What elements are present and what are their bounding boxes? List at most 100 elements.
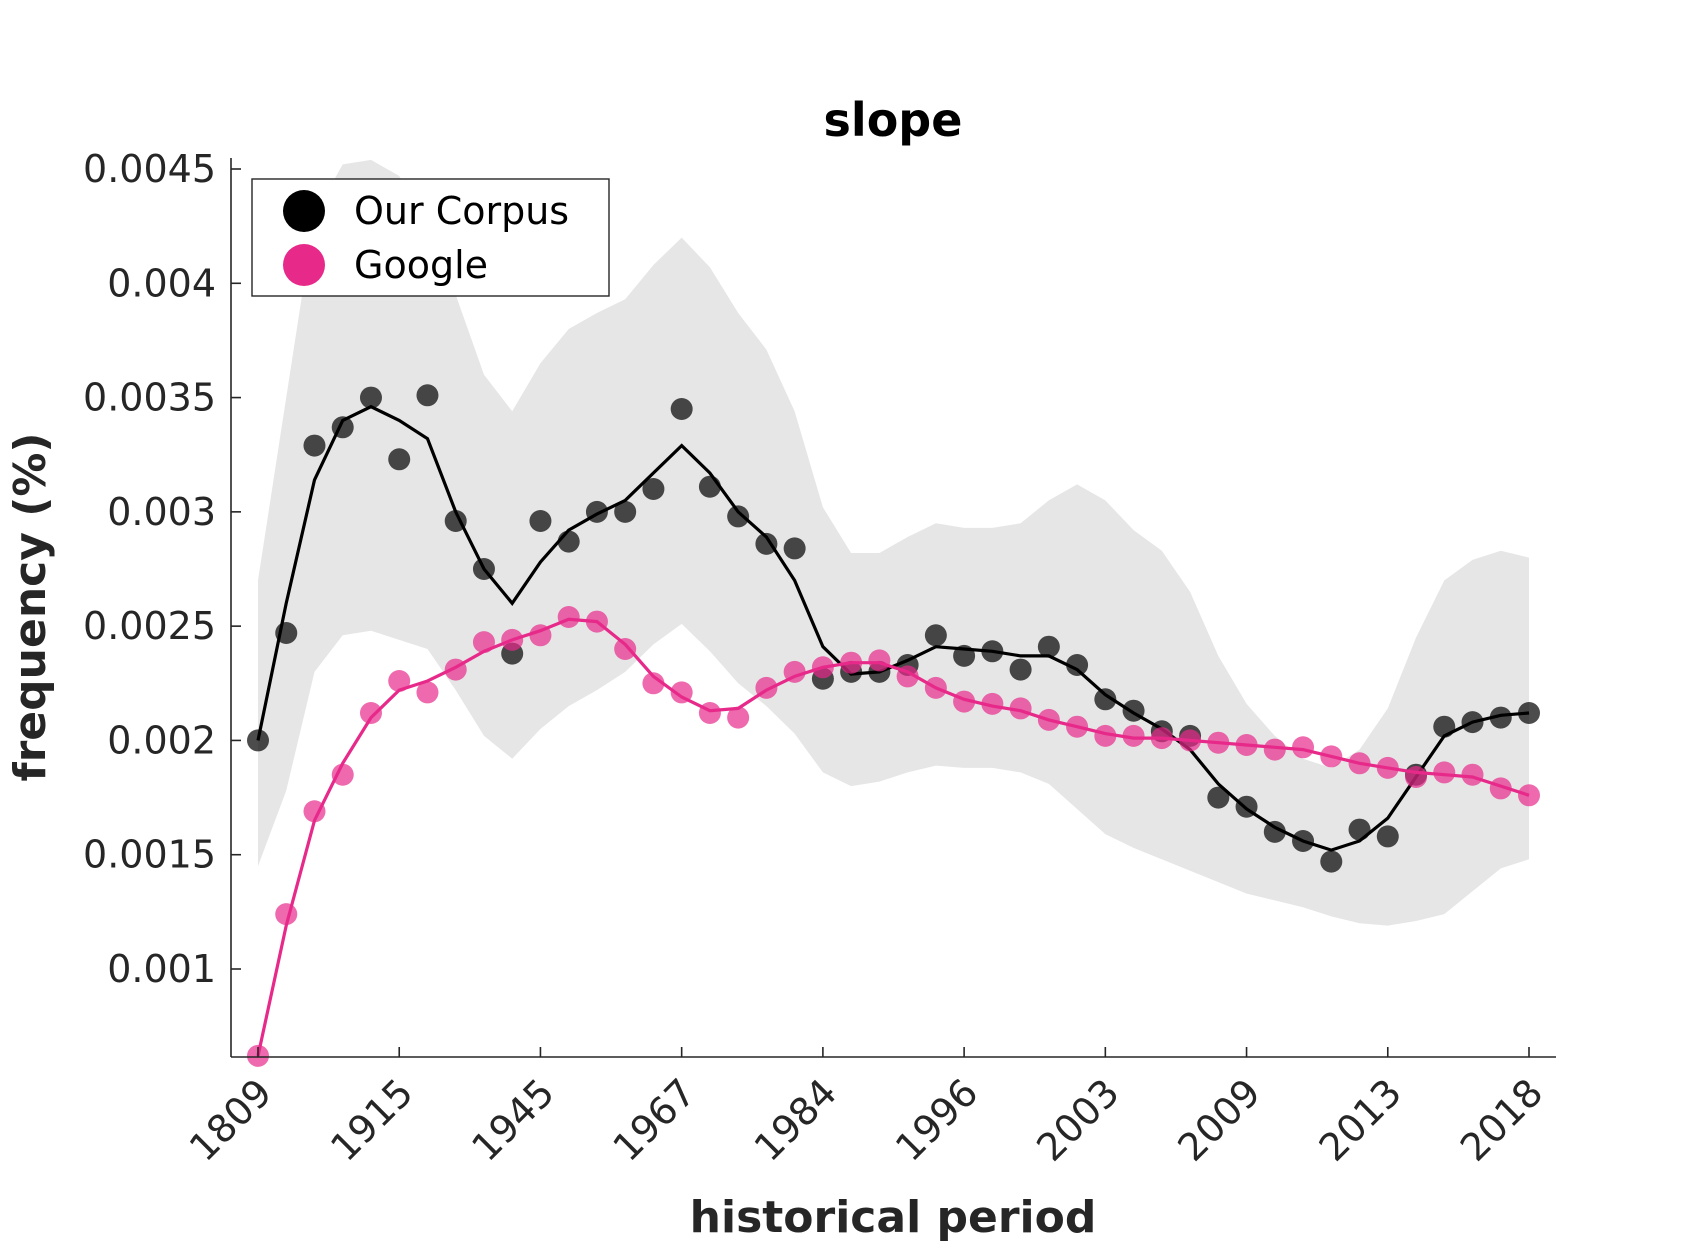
google-point xyxy=(1376,756,1399,779)
google-point xyxy=(1207,731,1230,754)
our-corpus-point xyxy=(670,398,693,420)
google-point xyxy=(840,651,863,674)
our-corpus-point xyxy=(614,500,637,523)
our-corpus-point xyxy=(557,530,580,553)
google-point xyxy=(1037,708,1060,731)
google-point xyxy=(1292,736,1315,759)
our-corpus-point xyxy=(1066,654,1089,676)
google-point xyxy=(416,681,439,704)
our-corpus-point xyxy=(472,558,495,580)
google-points xyxy=(247,606,1540,1067)
google-point xyxy=(1122,724,1145,747)
y-axis-label: frequency (%) xyxy=(5,432,56,781)
our-corpus-point xyxy=(953,644,976,667)
y-tick-label: 0.003 xyxy=(107,490,216,534)
our-corpus-point xyxy=(1320,850,1343,873)
google-point xyxy=(1263,738,1286,761)
google-point xyxy=(557,606,580,628)
our-corpus-point xyxy=(981,640,1004,663)
y-tick-label: 0.0015 xyxy=(83,833,216,877)
google-point xyxy=(642,672,665,695)
google-point xyxy=(1179,729,1202,752)
our-corpus-point xyxy=(727,505,750,528)
our-corpus-point xyxy=(585,500,608,523)
y-tick-label: 0.004 xyxy=(107,261,216,305)
y-tick-label: 0.0045 xyxy=(83,147,216,191)
our-corpus-point xyxy=(783,537,806,560)
our-corpus-point xyxy=(416,384,439,407)
google-trend-line xyxy=(256,617,1530,1057)
google-point xyxy=(331,763,354,786)
plot-area xyxy=(247,159,1540,1067)
legend: Our Corpus Google xyxy=(251,178,610,297)
our-corpus-point xyxy=(1461,711,1484,734)
y-tick-label: 0.001 xyxy=(107,947,216,991)
google-point xyxy=(1405,766,1428,788)
y-tick-label: 0.002 xyxy=(107,718,216,762)
our-corpus-point xyxy=(1376,825,1399,848)
google-point xyxy=(1094,724,1117,747)
our-corpus-point xyxy=(388,448,411,471)
google-point xyxy=(1461,763,1484,786)
legend-marker-google xyxy=(283,244,325,286)
google-point xyxy=(981,692,1004,715)
google-point xyxy=(585,610,608,633)
google-point xyxy=(896,665,919,688)
google-point xyxy=(1518,784,1540,807)
our-corpus-point xyxy=(444,510,467,532)
legend-label-google: Google xyxy=(354,243,488,287)
our-corpus-point xyxy=(642,478,665,500)
confidence-band xyxy=(258,159,1529,926)
google-point xyxy=(953,690,976,713)
google-point xyxy=(924,676,947,699)
our-corpus-point xyxy=(1122,699,1145,722)
our-corpus-point xyxy=(529,510,552,532)
google-point xyxy=(783,660,806,683)
google-point xyxy=(529,624,552,647)
our-corpus-point xyxy=(275,622,298,644)
our-corpus-point xyxy=(331,416,354,439)
google-point xyxy=(472,631,495,654)
y-tick-label: 0.0025 xyxy=(83,604,216,648)
our-corpus-point xyxy=(1263,820,1286,843)
google-point xyxy=(359,702,382,724)
our-corpus-point xyxy=(1292,830,1315,852)
google-point xyxy=(1150,727,1173,750)
google-point xyxy=(868,649,891,672)
google-point xyxy=(501,628,524,651)
our-corpus-point xyxy=(1235,795,1258,818)
google-point xyxy=(388,670,411,692)
our-corpus-point xyxy=(755,532,778,555)
google-point xyxy=(1348,752,1371,775)
our-corpus-point xyxy=(247,729,269,752)
our-corpus-point xyxy=(1518,702,1540,724)
google-point xyxy=(1489,777,1512,800)
our-corpus-point xyxy=(1094,688,1117,711)
our-corpus-point xyxy=(1037,635,1060,658)
our-corpus-point xyxy=(359,386,382,409)
our-corpus-point xyxy=(1489,706,1512,729)
our-corpus-point xyxy=(1433,715,1456,738)
google-point xyxy=(727,706,750,729)
google-point xyxy=(614,638,637,660)
y-tick-label: 0.0035 xyxy=(83,376,216,420)
google-point xyxy=(1320,745,1343,768)
our-corpus-point xyxy=(924,624,947,647)
y-axis-ticks: 0.001 0.0015 0.002 0.0025 0.003 0.0035 0.004 0.… xyxy=(83,147,241,991)
google-point xyxy=(698,702,721,724)
x-axis-label: historical period xyxy=(690,1192,1097,1243)
our-corpus-point xyxy=(1009,658,1032,681)
google-point xyxy=(755,676,778,699)
our-corpus-point xyxy=(1207,786,1230,809)
legend-marker-our-corpus xyxy=(283,190,325,232)
our-corpus-point xyxy=(698,475,721,498)
our-corpus-point xyxy=(303,434,326,457)
our-corpus-point xyxy=(1348,818,1371,841)
google-point xyxy=(1066,715,1089,738)
google-point xyxy=(1009,697,1032,720)
google-point xyxy=(811,656,834,679)
legend-label-our-corpus: Our Corpus xyxy=(354,189,569,233)
chart-title: slope xyxy=(824,93,963,147)
google-point xyxy=(444,658,467,681)
